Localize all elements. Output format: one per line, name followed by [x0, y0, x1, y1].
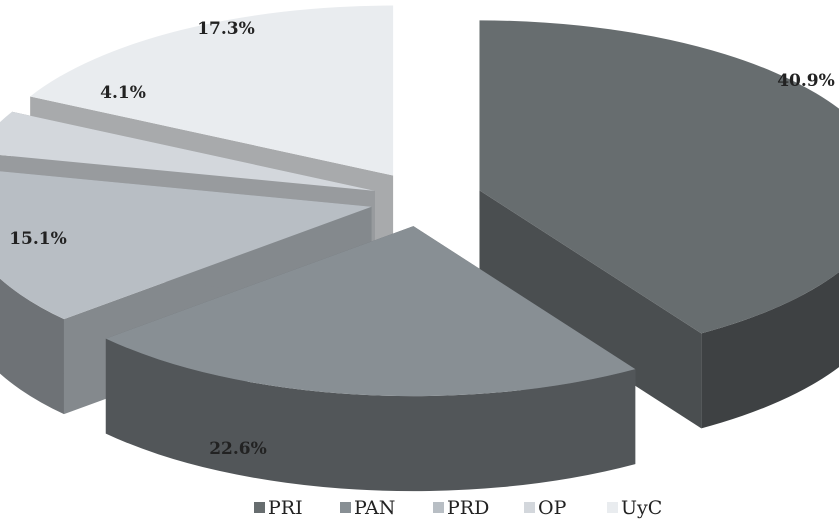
legend-swatch-pri	[254, 502, 265, 513]
data-labels: 40.9% 22.6% 15.1% 4.1% 17.3%	[9, 19, 835, 459]
legend-label-prd: PRD	[447, 497, 489, 519]
pie-slice-edge-pri	[701, 272, 839, 429]
pie-slice-op	[0, 111, 375, 191]
pie-slice-edge-prd	[0, 278, 64, 415]
legend-item-pan: PAN	[340, 497, 395, 519]
legend-swatch-op	[524, 502, 535, 513]
pie-slice-group-pan	[105, 226, 636, 492]
data-label-pan: 22.6%	[209, 439, 267, 459]
legend: PRI PAN PRD OP UyC	[254, 497, 662, 519]
legend-swatch-uyc	[607, 502, 618, 513]
pie-slice-prd	[0, 171, 372, 320]
data-label-prd: 15.1%	[9, 229, 67, 249]
pie-slices	[0, 5, 839, 492]
pie-slice-group-pri	[479, 20, 839, 429]
legend-item-prd: PRD	[433, 497, 489, 519]
legend-swatch-prd	[433, 502, 444, 513]
legend-label-pan: PAN	[354, 497, 395, 519]
legend-label-uyc: UyC	[621, 497, 662, 519]
legend-label-op: OP	[538, 497, 567, 519]
legend-item-uyc: UyC	[607, 497, 662, 519]
pie-slice-edge-pan	[105, 338, 636, 492]
data-label-op: 4.1%	[100, 83, 146, 103]
pie-slice-uyc	[30, 5, 394, 176]
pie-slice-pan	[105, 226, 636, 397]
pie-slice-wall-pri	[479, 190, 702, 429]
legend-item-pri: PRI	[254, 497, 303, 519]
legend-label-pri: PRI	[268, 497, 303, 519]
data-label-pri: 40.9%	[777, 71, 835, 91]
legend-swatch-pan	[340, 502, 351, 513]
pie-slice-pri	[479, 20, 839, 334]
data-label-uyc: 17.3%	[197, 19, 255, 39]
legend-item-op: OP	[524, 497, 567, 519]
